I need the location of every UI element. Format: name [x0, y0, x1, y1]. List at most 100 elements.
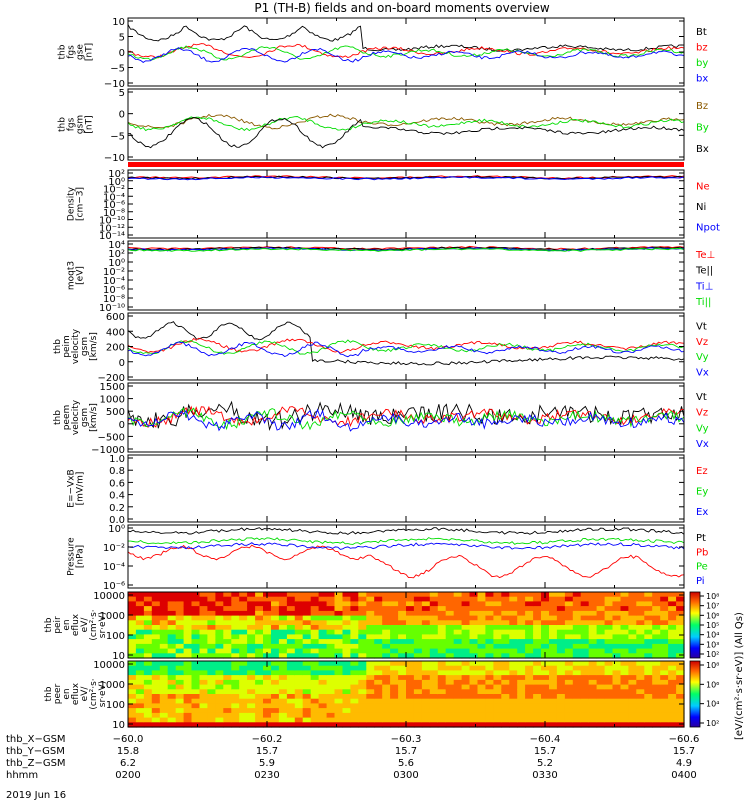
- spectrogram-cell: [421, 689, 431, 695]
- spectrogram-cell: [596, 698, 606, 704]
- spectrogram-cell: [628, 722, 637, 728]
- spectrogram-cell: [350, 653, 359, 659]
- y-tick-label: −5: [110, 64, 125, 75]
- spectrogram-cell: [167, 722, 177, 728]
- spectrogram-cell: [429, 639, 439, 645]
- spectrogram-cell: [135, 722, 145, 728]
- spectrogram-cell: [469, 643, 478, 650]
- spectrogram-cell: [493, 620, 502, 626]
- spectrogram-cell: [533, 625, 542, 631]
- spectrogram-cell: [636, 661, 645, 667]
- spectrogram-cell: [310, 606, 320, 612]
- spectrogram-cell: [660, 615, 669, 621]
- spectrogram-cell: [374, 634, 383, 640]
- spectrogram-cell: [437, 610, 447, 617]
- spectrogram-cell: [263, 620, 272, 626]
- spectrogram-cell: [477, 661, 486, 667]
- spectrogram-cell: [390, 592, 399, 598]
- spectrogram-cell: [644, 717, 653, 723]
- spectrogram-cell: [421, 606, 431, 612]
- spectrogram-cell: [501, 703, 510, 709]
- spectrogram-cell: [501, 610, 510, 617]
- spectrogram-cell: [421, 610, 431, 617]
- spectrogram-cell: [406, 679, 415, 686]
- spectrogram-cell: [429, 592, 439, 598]
- spectrogram-cell: [517, 596, 526, 602]
- spectrogram-cell: [493, 698, 502, 704]
- series-line-Vt: [127, 400, 685, 431]
- spectrogram-cell: [231, 708, 240, 714]
- spectrogram-cell: [191, 661, 200, 667]
- spectrogram-cell: [652, 722, 661, 728]
- spectrogram-cell: [461, 722, 471, 728]
- spectrogram-cell: [294, 679, 304, 686]
- spectrogram-cell: [509, 717, 518, 723]
- spectrogram-cell: [374, 629, 383, 635]
- spectrogram-cell: [326, 679, 336, 686]
- spectrogram-cell: [612, 679, 621, 686]
- spectrogram-cell: [541, 679, 550, 686]
- spectrogram-cell: [271, 653, 280, 659]
- spectrogram-cell: [374, 708, 383, 714]
- spectrogram-cell: [564, 643, 574, 650]
- spectrogram-cell: [596, 661, 606, 667]
- y-tick-label: 10²: [108, 169, 125, 180]
- legend-entry-by: by: [696, 58, 708, 69]
- spectrogram-cell: [628, 675, 637, 681]
- spectrogram-cell: [604, 648, 614, 654]
- spectrogram-cell: [167, 601, 177, 607]
- spectrogram-cell: [231, 670, 240, 676]
- spectrogram-cell: [604, 670, 614, 676]
- spectrogram-cell: [509, 643, 518, 650]
- spectrogram-cell: [398, 643, 407, 650]
- spectrogram-cell: [326, 592, 336, 598]
- spectrogram-cell: [175, 694, 185, 700]
- spectrogram-cell: [556, 606, 566, 612]
- y-axis-label: peem: [62, 405, 72, 431]
- spectrogram-cell: [453, 620, 463, 626]
- spectrogram-cell: [461, 653, 471, 659]
- spectrogram-cell: [612, 717, 621, 723]
- spectrogram-cell: [382, 712, 391, 719]
- spectrogram-cell: [159, 665, 169, 671]
- y-tick-label: 0.6: [109, 478, 125, 489]
- spectrogram-cell: [151, 675, 161, 681]
- spectrogram-cell: [390, 689, 399, 695]
- spectrogram-cell: [239, 717, 248, 723]
- series-line-Bx: [127, 117, 685, 149]
- spectrogram-cell: [263, 625, 272, 631]
- spectrogram-cell: [286, 606, 296, 612]
- spectrogram-cell: [286, 643, 296, 650]
- spectrogram-cell: [493, 596, 502, 602]
- series-line-Ti||: [127, 247, 685, 252]
- spectrogram-cell: [445, 665, 455, 671]
- spectrogram-cell: [620, 629, 629, 635]
- spectrogram-cell: [445, 629, 455, 635]
- spectrogram-cell: [183, 610, 193, 617]
- spectrogram-cell: [549, 648, 558, 654]
- spectrogram-cell: [509, 610, 518, 617]
- spectrogram-cell: [350, 629, 359, 635]
- spectrogram-cell: [334, 601, 343, 607]
- spectrogram-cell: [255, 703, 264, 709]
- spectrogram-cell: [421, 717, 431, 723]
- spectrogram-cell: [477, 689, 486, 695]
- spectrogram-cell: [302, 601, 312, 607]
- spectrogram-cell: [382, 606, 391, 612]
- spectrogram-cell: [151, 670, 161, 676]
- colorbar-tick: 10⁷: [706, 602, 719, 611]
- spectrogram-cell: [501, 712, 510, 719]
- spectrogram-cell: [533, 684, 542, 690]
- panel-frame: [127, 169, 685, 239]
- spectrogram-cell: [318, 712, 328, 719]
- spectrogram-cell: [485, 625, 494, 631]
- spectrogram-cell: [580, 615, 590, 621]
- spectrogram-cell: [326, 606, 336, 612]
- legend-entry-Vy: Vy: [696, 423, 709, 434]
- spectrogram-cell: [509, 698, 518, 704]
- spectrogram-cell: [255, 615, 264, 621]
- y-tick-label: 10000: [93, 591, 125, 602]
- spectrogram-cell: [413, 625, 423, 631]
- spectrogram-cell: [255, 639, 264, 645]
- spectrogram-cell: [445, 689, 455, 695]
